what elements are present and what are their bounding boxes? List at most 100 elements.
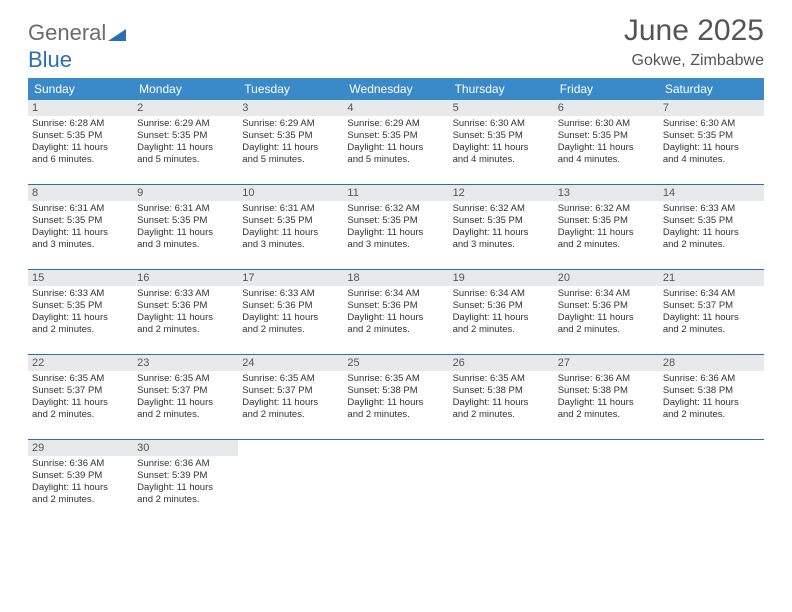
daylight-text: Daylight: 11 hours xyxy=(663,142,760,154)
daylight-text: Daylight: 11 hours xyxy=(558,142,655,154)
sunrise-text: Sunrise: 6:35 AM xyxy=(347,373,444,385)
daylight-text: Daylight: 11 hours xyxy=(453,227,550,239)
day-number: 26 xyxy=(449,355,554,371)
daylight-text: and 2 minutes. xyxy=(347,324,444,336)
daylight-text: Daylight: 11 hours xyxy=(32,312,129,324)
sunset-text: Sunset: 5:35 PM xyxy=(32,130,129,142)
day-number: 24 xyxy=(238,355,343,371)
week-row: 8Sunrise: 6:31 AMSunset: 5:35 PMDaylight… xyxy=(28,184,764,263)
daylight-text: Daylight: 11 hours xyxy=(137,227,234,239)
day-details: Sunrise: 6:36 AMSunset: 5:38 PMDaylight:… xyxy=(663,373,760,421)
day-details: Sunrise: 6:28 AMSunset: 5:35 PMDaylight:… xyxy=(32,118,129,166)
day-details: Sunrise: 6:31 AMSunset: 5:35 PMDaylight:… xyxy=(137,203,234,251)
day-number: 5 xyxy=(449,100,554,116)
day-cell: 12Sunrise: 6:32 AMSunset: 5:35 PMDayligh… xyxy=(449,185,554,263)
day-number: 19 xyxy=(449,270,554,286)
daylight-text: and 2 minutes. xyxy=(663,239,760,251)
daylight-text: Daylight: 11 hours xyxy=(347,227,444,239)
brand-part2: Blue xyxy=(28,47,72,72)
day-details: Sunrise: 6:29 AMSunset: 5:35 PMDaylight:… xyxy=(242,118,339,166)
week-row: 29Sunrise: 6:36 AMSunset: 5:39 PMDayligh… xyxy=(28,439,764,518)
daylight-text: and 2 minutes. xyxy=(242,409,339,421)
daylight-text: Daylight: 11 hours xyxy=(347,142,444,154)
day-number: 7 xyxy=(659,100,764,116)
day-number: 21 xyxy=(659,270,764,286)
day-details: Sunrise: 6:35 AMSunset: 5:38 PMDaylight:… xyxy=(453,373,550,421)
sunrise-text: Sunrise: 6:29 AM xyxy=(242,118,339,130)
sunrise-text: Sunrise: 6:34 AM xyxy=(663,288,760,300)
sunrise-text: Sunrise: 6:32 AM xyxy=(347,203,444,215)
sunset-text: Sunset: 5:35 PM xyxy=(242,215,339,227)
calendar: Sunday Monday Tuesday Wednesday Thursday… xyxy=(28,78,764,518)
sunset-text: Sunset: 5:36 PM xyxy=(242,300,339,312)
daylight-text: Daylight: 11 hours xyxy=(558,312,655,324)
day-cell: 18Sunrise: 6:34 AMSunset: 5:36 PMDayligh… xyxy=(343,270,448,348)
daylight-text: Daylight: 11 hours xyxy=(663,227,760,239)
day-details: Sunrise: 6:29 AMSunset: 5:35 PMDaylight:… xyxy=(347,118,444,166)
day-details: Sunrise: 6:30 AMSunset: 5:35 PMDaylight:… xyxy=(663,118,760,166)
sunrise-text: Sunrise: 6:36 AM xyxy=(558,373,655,385)
day-number: 30 xyxy=(133,440,238,456)
day-number: 28 xyxy=(659,355,764,371)
day-number: 22 xyxy=(28,355,133,371)
week-row: 1Sunrise: 6:28 AMSunset: 5:35 PMDaylight… xyxy=(28,100,764,178)
daylight-text: Daylight: 11 hours xyxy=(453,142,550,154)
sunrise-text: Sunrise: 6:34 AM xyxy=(347,288,444,300)
day-header-row: Sunday Monday Tuesday Wednesday Thursday… xyxy=(28,78,764,100)
daylight-text: and 2 minutes. xyxy=(137,409,234,421)
sunrise-text: Sunrise: 6:35 AM xyxy=(137,373,234,385)
day-cell: 30Sunrise: 6:36 AMSunset: 5:39 PMDayligh… xyxy=(133,440,238,518)
sunset-text: Sunset: 5:36 PM xyxy=(137,300,234,312)
day-cell: 26 Sunrise: 6:35 AMSunset: 5:38 PMDayligh… xyxy=(449,355,554,433)
day-number: 16 xyxy=(133,270,238,286)
day-cell xyxy=(343,440,448,518)
daylight-text: and 2 minutes. xyxy=(663,324,760,336)
day-cell: 24Sunrise: 6:35 AMSunset: 5:37 PMDayligh… xyxy=(238,355,343,433)
day-cell: 13Sunrise: 6:32 AMSunset: 5:35 PMDayligh… xyxy=(554,185,659,263)
sunset-text: Sunset: 5:35 PM xyxy=(137,215,234,227)
day-details: Sunrise: 6:36 AMSunset: 5:39 PMDaylight:… xyxy=(32,458,129,506)
daylight-text: Daylight: 11 hours xyxy=(32,397,129,409)
sunrise-text: Sunrise: 6:35 AM xyxy=(32,373,129,385)
daylight-text: and 3 minutes. xyxy=(32,239,129,251)
sunset-text: Sunset: 5:35 PM xyxy=(453,130,550,142)
day-number: 20 xyxy=(554,270,659,286)
day-cell: 14Sunrise: 6:33 AMSunset: 5:35 PMDayligh… xyxy=(659,185,764,263)
day-number: 23 xyxy=(133,355,238,371)
day-details: Sunrise: 6:34 AMSunset: 5:37 PMDaylight:… xyxy=(663,288,760,336)
day-cell: 21 Sunrise: 6:34 AMSunset: 5:37 PMDayligh… xyxy=(659,270,764,348)
day-cell: 20Sunrise: 6:34 AMSunset: 5:36 PMDayligh… xyxy=(554,270,659,348)
daylight-text: Daylight: 11 hours xyxy=(453,312,550,324)
day-cell xyxy=(659,440,764,518)
daylight-text: Daylight: 11 hours xyxy=(32,227,129,239)
week-row: 22Sunrise: 6:35 AMSunset: 5:37 PMDayligh… xyxy=(28,354,764,433)
brand-logo: General Blue xyxy=(28,20,126,73)
sunset-text: Sunset: 5:35 PM xyxy=(663,130,760,142)
sunrise-text: Sunrise: 6:31 AM xyxy=(137,203,234,215)
day-header: Tuesday xyxy=(238,78,343,100)
sunrise-text: Sunrise: 6:32 AM xyxy=(453,203,550,215)
page-header: General Blue June 2025 Gokwe, Zimbabwe xyxy=(0,0,792,78)
day-number: 27 xyxy=(554,355,659,371)
day-cell: 5Sunrise: 6:30 AMSunset: 5:35 PMDaylight… xyxy=(449,100,554,178)
sunrise-text: Sunrise: 6:33 AM xyxy=(663,203,760,215)
day-details: Sunrise: 6:32 AMSunset: 5:35 PMDaylight:… xyxy=(558,203,655,251)
sunset-text: Sunset: 5:35 PM xyxy=(347,215,444,227)
day-number: 8 xyxy=(28,185,133,201)
sunset-text: Sunset: 5:36 PM xyxy=(558,300,655,312)
daylight-text: and 3 minutes. xyxy=(242,239,339,251)
day-number: 12 xyxy=(449,185,554,201)
daylight-text: and 2 minutes. xyxy=(558,324,655,336)
sunrise-text: Sunrise: 6:28 AM xyxy=(32,118,129,130)
daylight-text: and 2 minutes. xyxy=(558,409,655,421)
sunset-text: Sunset: 5:38 PM xyxy=(663,385,760,397)
brand-part1: General xyxy=(28,20,106,45)
day-cell: 17Sunrise: 6:33 AMSunset: 5:36 PMDayligh… xyxy=(238,270,343,348)
sunrise-text: Sunrise: 6:35 AM xyxy=(453,373,550,385)
day-cell: 2Sunrise: 6:29 AMSunset: 5:35 PMDaylight… xyxy=(133,100,238,178)
day-cell: 11Sunrise: 6:32 AMSunset: 5:35 PMDayligh… xyxy=(343,185,448,263)
daylight-text: and 3 minutes. xyxy=(347,239,444,251)
daylight-text: and 3 minutes. xyxy=(137,239,234,251)
sunset-text: Sunset: 5:35 PM xyxy=(242,130,339,142)
sunrise-text: Sunrise: 6:30 AM xyxy=(558,118,655,130)
